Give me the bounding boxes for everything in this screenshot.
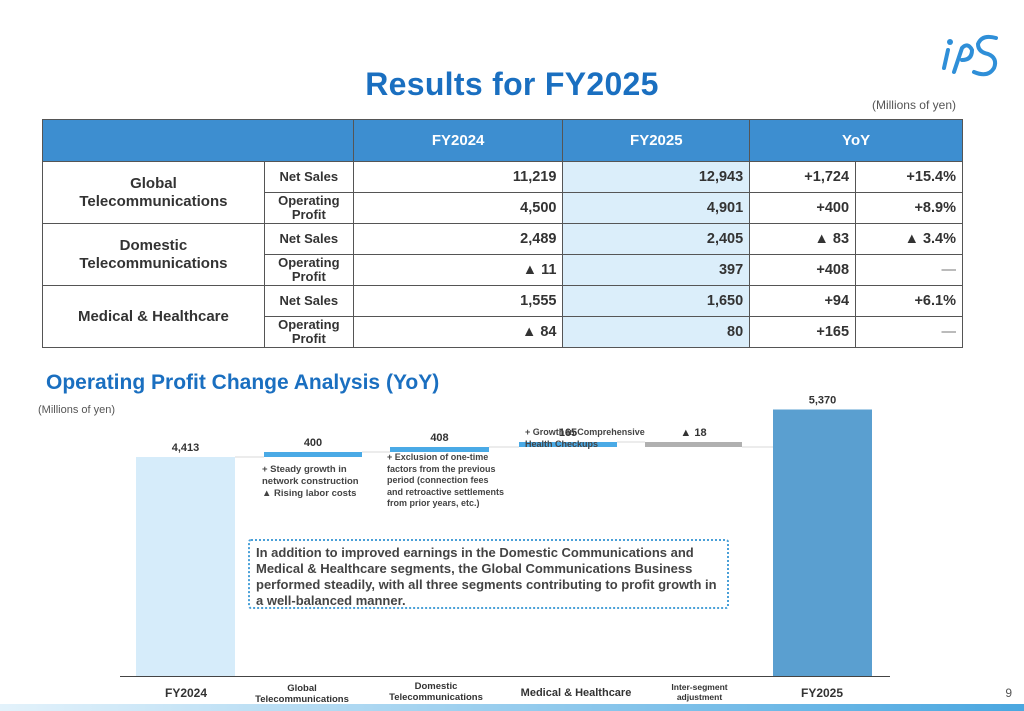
fy2025-value: 4,901	[562, 192, 751, 224]
bar-fy2025	[773, 409, 872, 676]
segment-name: Global Telecommunications	[42, 161, 265, 224]
summary-callout: In addition to improved earnings in the …	[248, 539, 729, 609]
metric-label: Operating Profit	[263, 254, 354, 286]
results-table: FY2024 FY2025 YoY Global Telecommunicatio…	[42, 119, 963, 348]
header-fy2024: FY2024	[352, 119, 564, 162]
note-global: + Steady growth in network construction ▲ …	[262, 464, 359, 499]
bar-fy2024	[136, 457, 235, 676]
bar-domestic	[390, 447, 489, 452]
bottom-accent-bar	[0, 704, 1024, 711]
unit-label-chart: (Millions of yen)	[38, 404, 116, 416]
company-logo	[942, 34, 998, 77]
fy2024-value: ▲ 84	[352, 316, 564, 348]
yoy-abs-value: +165	[749, 316, 857, 348]
metric-label: Operating Profit	[263, 316, 354, 348]
page-title: Results for FY2025	[365, 66, 659, 102]
fy2025-value: 12,943	[562, 161, 751, 193]
data-label: 400	[304, 437, 322, 449]
fy2025-value: 397	[562, 254, 751, 286]
yoy-abs-value: +400	[749, 192, 857, 224]
fy2024-value: 2,489	[352, 223, 564, 255]
fy2025-value: 80	[562, 316, 751, 348]
metric-label: Operating Profit	[263, 192, 354, 224]
bar-inter-segment	[645, 442, 742, 447]
data-label: 4,413	[172, 442, 200, 454]
page-number: 9	[1005, 686, 1012, 700]
table-row: Global Telecommunications Net Sales 11,21…	[42, 161, 963, 224]
data-label: 5,370	[809, 395, 837, 407]
header-fy2025: FY2025	[562, 119, 751, 162]
data-label: 408	[430, 432, 448, 444]
metric-label: Net Sales	[263, 285, 354, 317]
header-yoy: YoY	[749, 119, 963, 162]
fy2025-value: 1,650	[562, 285, 751, 317]
fy2024-value: 4,500	[352, 192, 564, 224]
fy2024-value: 1,555	[352, 285, 564, 317]
table-row: Operating Profit ▲ 11 397 +408 —	[43, 254, 963, 286]
metric-label: Net Sales	[263, 161, 354, 193]
note-domestic: + Exclusion of one-time factors from the …	[387, 452, 505, 508]
data-label: ▲ 18	[680, 427, 706, 439]
bar-global	[264, 452, 362, 457]
metric-label: Net Sales	[263, 223, 354, 255]
table-row: Operating Profit 4,500 4,901 +400 +8.9%	[43, 192, 963, 224]
segment-name: Medical & Healthcare	[42, 285, 265, 348]
yoy-pct-value: +6.1%	[855, 285, 963, 317]
unit-label-top: (Millions of yen)	[871, 98, 956, 112]
yoy-pct-value: —	[855, 316, 963, 348]
yoy-pct-value: +15.4%	[855, 161, 963, 193]
x-label-domestic: Domestic Telecommunications	[389, 681, 483, 703]
analysis-title: Operating Profit Change Analysis (YoY)	[46, 371, 440, 394]
x-label-medical: Medical & Healthcare	[520, 687, 632, 699]
table-row: Operating Profit ▲ 84 80 +165 —	[43, 316, 963, 348]
yoy-abs-value: +1,724	[749, 161, 857, 193]
note-medical: + Growth in Comprehensive Health Checkups	[525, 427, 645, 449]
x-label-fy2025: FY2025	[800, 686, 844, 700]
x-label-inter: Inter-segment adjustment	[671, 682, 728, 702]
table-header-row: FY2024 FY2025 YoY	[42, 119, 963, 162]
bar-medical	[519, 442, 617, 447]
fy2024-value: 11,219	[352, 161, 564, 193]
yoy-pct-value: +8.9%	[855, 192, 963, 224]
data-label: 165	[559, 427, 577, 439]
header-blank	[42, 119, 354, 162]
yoy-pct-value: —	[855, 254, 963, 286]
table-row: Medical & Healthcare Net Sales 1,555 1,6…	[42, 285, 963, 348]
x-label-fy2024: FY2024	[164, 686, 208, 700]
x-label-global: Global Telecommunications	[255, 683, 349, 705]
